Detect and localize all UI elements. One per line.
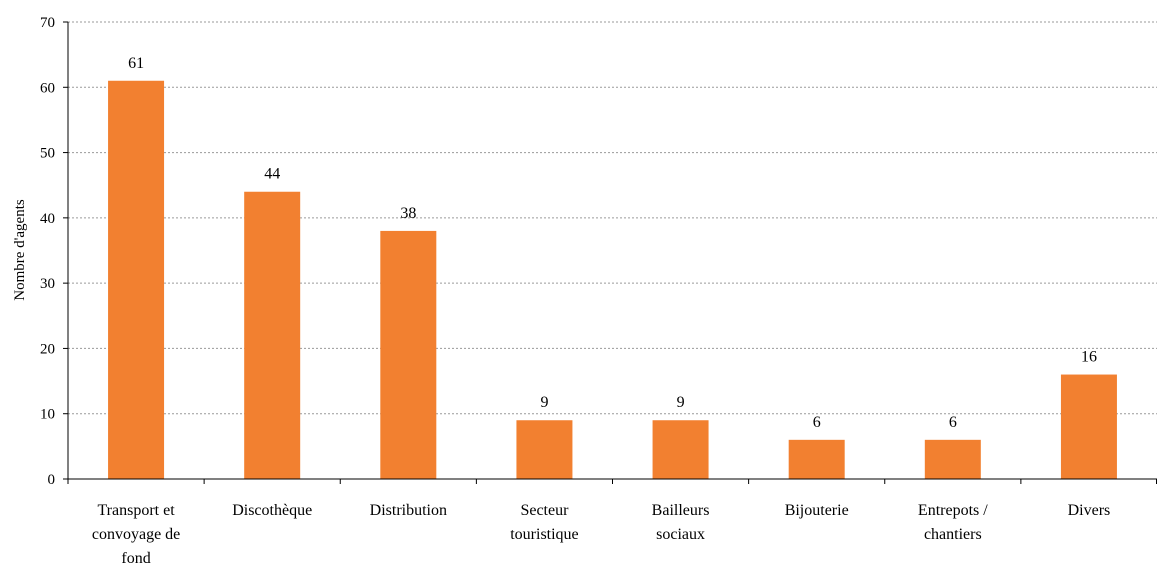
data-labels: 61 44 38 9 9 6 6 16 <box>128 55 1097 431</box>
bar <box>516 420 573 479</box>
x-tick-label: Bijouterie <box>785 502 849 519</box>
data-label: 9 <box>540 394 548 411</box>
data-label: 6 <box>949 414 957 431</box>
y-tick-label: 60 <box>40 80 55 96</box>
x-tick-label: sociaux <box>656 526 705 543</box>
data-label: 61 <box>128 55 144 72</box>
x-tick-label: fond <box>121 550 150 567</box>
x-tick-labels: Transport et convoyage de fond Discothèque D… <box>92 502 1110 567</box>
y-tick-label: 50 <box>40 146 55 162</box>
gridlines <box>68 21 1157 415</box>
x-tick-label: chantiers <box>924 526 982 543</box>
data-label: 6 <box>813 414 821 431</box>
bar <box>244 191 301 479</box>
y-tick-label: 70 <box>40 15 55 31</box>
y-tick-label: 20 <box>40 341 55 357</box>
x-tick-label: Transport et <box>97 502 175 519</box>
bar <box>652 420 709 479</box>
bar <box>1060 374 1117 479</box>
x-tick-label: convoyage de <box>92 526 180 543</box>
axes <box>63 21 1157 484</box>
x-tick-label: Distribution <box>370 502 447 519</box>
data-label: 16 <box>1081 349 1097 366</box>
x-tick-label: Bailleurs <box>652 502 710 519</box>
y-axis-title: Nombre d'agents <box>12 199 28 301</box>
data-label: 44 <box>264 166 280 183</box>
y-tick-labels: 0 10 20 30 40 50 60 70 <box>40 15 55 488</box>
data-label: 38 <box>400 205 416 222</box>
y-tick-label: 0 <box>48 472 56 488</box>
bar <box>788 439 845 479</box>
bar <box>108 80 165 479</box>
data-label: 9 <box>677 394 685 411</box>
x-tick-label: Discothèque <box>232 502 312 519</box>
x-tick-label: Divers <box>1068 502 1111 519</box>
x-tick-label: Secteur <box>520 502 569 519</box>
y-tick-label: 40 <box>40 211 55 227</box>
bars <box>108 80 1117 479</box>
x-tick-label: Entrepots / <box>918 502 988 519</box>
bar <box>924 439 981 479</box>
y-tick-label: 30 <box>40 276 55 292</box>
y-tick-label: 10 <box>40 407 55 423</box>
x-tick-label: touristique <box>510 526 578 543</box>
bar <box>380 230 437 479</box>
